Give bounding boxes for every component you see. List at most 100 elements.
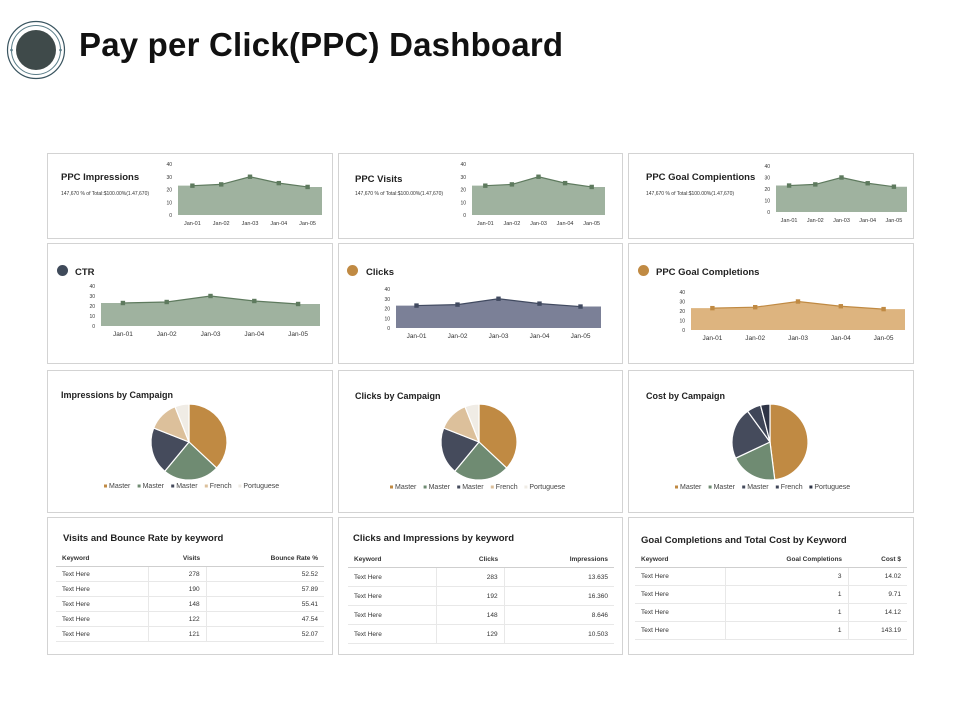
pie-slice	[769, 403, 809, 481]
cell-clicks: 192	[436, 586, 505, 606]
legend-label: Portuguese	[243, 483, 279, 490]
cell-goal: 3	[725, 567, 849, 586]
clicks-dot-icon	[347, 265, 358, 276]
cell-visits: 278	[148, 566, 207, 582]
area-fill	[178, 176, 322, 215]
pie-clicks-by-campaign: Master Master Master French Portuguese	[390, 403, 565, 491]
panel-clicks-impressions-table: Clicks and Impressions by keyword Keywor…	[338, 517, 623, 655]
data-point	[891, 184, 897, 189]
panel-ppc-visits: PPC Visits 147,670 % of Total:$100.00%(1…	[338, 153, 623, 239]
cell-goal: 1	[725, 603, 849, 622]
table-header-row: Keyword Visits Bounce Rate %	[56, 550, 324, 567]
y-tick-label: 10	[166, 200, 172, 206]
x-tick-label: Jan-02	[213, 221, 230, 227]
table-row: Text Here 1 9.71	[635, 585, 907, 604]
x-tick-label: Jan-02	[157, 331, 177, 338]
panel-ctr: CTR 0 10 20 30 40 Jan-01 Jan-02 Jan-03 Jan-04 Jan…	[47, 243, 333, 364]
legend-label: Master	[143, 483, 165, 490]
table-row: Text Here 278 52.52	[56, 566, 324, 582]
legend-label: Master	[176, 483, 198, 490]
legend-swatch	[708, 485, 712, 489]
legend-swatch	[171, 484, 175, 488]
legend-label: French	[496, 484, 518, 491]
legend-swatch	[204, 484, 208, 488]
chart-ppc-visits: 0 10 20 30 40 Jan-01 Jan-02 Jan-03 Jan-04 Jan-05	[460, 162, 605, 227]
col-keyword: Keyword	[348, 551, 436, 568]
y-tick-label: 10	[679, 319, 685, 325]
y-tick-label: 30	[89, 294, 95, 300]
data-point	[247, 174, 253, 179]
x-tick-label: Jan-01	[407, 333, 427, 340]
x-tick-label: Jan-01	[113, 331, 133, 338]
col-keyword: Keyword	[56, 550, 148, 567]
x-tick-label: Jan-04	[270, 221, 287, 227]
data-point	[276, 180, 281, 186]
data-point	[562, 180, 568, 186]
table-row: Text Here 192 16.360	[348, 586, 614, 606]
data-point	[710, 305, 715, 311]
visits-bounce-table: Keyword Visits Bounce Rate % Text Here 27…	[56, 550, 324, 642]
goal-cost-table: Keyword Goal Completions Cost $ Text Her…	[635, 551, 907, 640]
legend-swatch	[457, 485, 461, 489]
panel-title: PPC Impressions	[61, 172, 140, 183]
chart-clicks: 0 10 20 30 40 Jan-01 Jan-02 Jan-03 Jan-04 Jan-05	[384, 287, 601, 340]
cell-bounce: 52.07	[206, 626, 324, 642]
chart-ctr: 0 10 20 30 40 Jan-01 Jan-02 Jan-03 Jan-04 Jan-05	[89, 284, 320, 338]
data-point	[537, 301, 542, 306]
cell-clicks: 283	[436, 567, 505, 587]
y-tick-label: 20	[460, 188, 466, 194]
chart-ppc-goal-compientions: 0 10 20 30 40 Jan-01 Jan-02 Jan-03 Jan-04 Jan-05	[764, 164, 907, 224]
pie-impressions-by-campaign: Master Master Master French Portuguese	[104, 403, 279, 490]
pie-slice	[163, 441, 218, 481]
pie-slice	[478, 403, 518, 469]
legend-swatch	[137, 484, 141, 488]
panel-title: Goal Completions and Total Cost by Keywo…	[641, 535, 847, 546]
y-tick-label: 30	[166, 175, 172, 181]
cell-impressions: 8.646	[504, 605, 614, 625]
cell-bounce: 55.41	[206, 596, 324, 612]
panel-ppc-impressions: PPC Impressions 147,670 % of Total:$100.…	[47, 153, 333, 239]
table-header-row: Keyword Goal Completions Cost $	[635, 551, 907, 568]
y-tick-label: 20	[166, 188, 172, 194]
cell-keyword: Text Here	[56, 596, 149, 612]
logo-icon	[6, 20, 66, 80]
panel-subtitle: 147,670 % of Total:$100.00%(1.47,670)	[61, 191, 150, 197]
x-tick-label: Jan-05	[874, 335, 894, 342]
legend-label: Master	[747, 484, 769, 491]
cell-keyword: Text Here	[348, 567, 437, 587]
x-tick-label: Jan-04	[557, 221, 574, 227]
x-tick-label: Jan-05	[299, 221, 316, 227]
y-tick-label: 0	[682, 328, 685, 334]
table-row: Text Here 3 14.02	[635, 567, 907, 586]
legend-label: French	[781, 484, 803, 491]
y-tick-label: 20	[384, 307, 390, 313]
col-clicks: Clicks	[436, 551, 505, 568]
x-tick-label: Jan-01	[184, 221, 201, 227]
y-tick-label: 40	[89, 284, 95, 290]
cell-visits: 148	[148, 596, 207, 612]
data-point	[578, 304, 583, 309]
x-tick-label: Jan-03	[489, 333, 509, 340]
panel-title: Clicks by Campaign	[355, 391, 441, 401]
cell-impressions: 16.360	[504, 586, 614, 606]
panel-subtitle: 147,670 % of Total:$100.00%(1.47,670)	[646, 191, 735, 197]
legend-swatch	[104, 484, 107, 488]
panel-goal-cost-table: Goal Completions and Total Cost by Keywo…	[628, 517, 914, 655]
cell-keyword: Text Here	[348, 605, 437, 625]
area-fill	[776, 177, 907, 212]
panel-title: Clicks and Impressions by keyword	[353, 533, 515, 544]
cell-bounce: 57.89	[206, 581, 324, 597]
x-tick-label: Jan-02	[745, 335, 765, 342]
pie-slice	[464, 403, 480, 443]
panel-title: Visits and Bounce Rate by keyword	[63, 533, 224, 544]
clicks-impressions-table: Keyword Clicks Impressions Text Here 283 1…	[348, 551, 614, 644]
legend-label: Portuguese	[529, 484, 565, 491]
y-tick-label: 40	[764, 164, 770, 170]
pie-slice	[174, 403, 190, 443]
y-tick-label: 10	[384, 316, 390, 322]
y-tick-label: 40	[384, 287, 390, 293]
cell-cost: 14.02	[848, 567, 907, 586]
cell-visits: 121	[148, 626, 207, 642]
cell-impressions: 13.635	[504, 567, 614, 587]
panel-title: Impressions by Campaign	[61, 390, 174, 400]
